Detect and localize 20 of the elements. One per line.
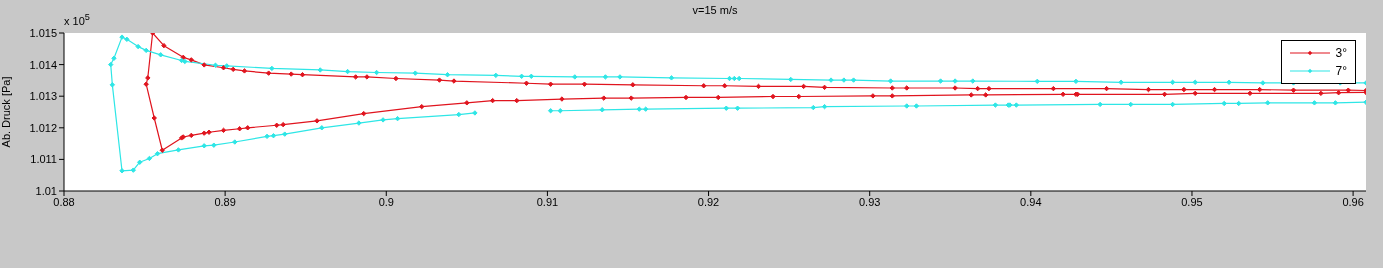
x-tick-label: 0.89 [214,195,236,208]
chart-title: v=15 m/s [692,4,738,16]
x-tick-label: 0.94 [1020,195,1042,208]
y-tick-label: 1.013 [29,90,57,103]
x-tick-label: 0.88 [53,195,75,208]
x-tick-label: 0.91 [536,195,559,208]
y-tick-label: 1.011 [30,153,57,166]
y-tick-label: 1.015 [29,26,57,39]
y-axis-title: Ab. Druck [Pa] [0,76,12,148]
y-tick-label: 1.014 [29,58,57,71]
legend-label: 3° [1335,46,1347,60]
x-tick-label: 0.95 [1181,195,1203,208]
y-tick-label: 1.012 [29,121,57,134]
x-tick-label: 0.9 [378,195,394,208]
x-tick-label: 0.92 [697,195,720,208]
legend-label: 7° [1335,64,1347,78]
axis-multiplier: x 10$^{5}$ [64,12,90,27]
y-tick-label: 1.01 [35,184,57,197]
x-tick-label: 0.93 [858,195,881,208]
x-tick-label: 0.96 [1342,195,1364,208]
